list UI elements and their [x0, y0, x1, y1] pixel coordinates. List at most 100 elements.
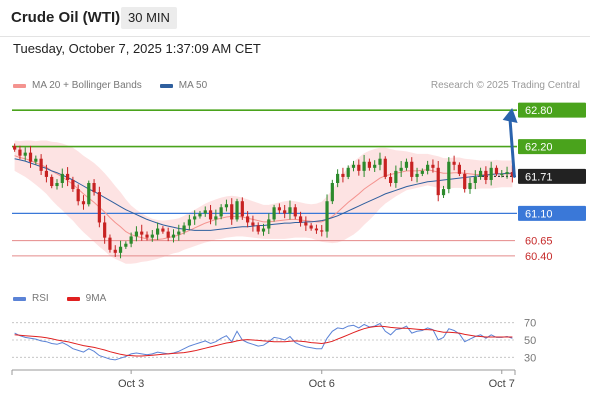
candle-body [251, 222, 255, 226]
forecast-arrow-shaft [508, 117, 516, 178]
level-label-62.80: 62.80 [525, 105, 553, 117]
candle-body [378, 158, 382, 165]
candle-body [325, 201, 329, 232]
rsi-tick-label: 30 [524, 352, 536, 364]
candle-body [187, 219, 191, 226]
candle-body [314, 228, 319, 231]
timestamp: Tuesday, October 7, 2025 1:37:09 AM CET [13, 41, 261, 56]
level-box-62.80 [518, 102, 586, 118]
candle-body [224, 204, 229, 208]
level-label-60.40: 60.40 [525, 251, 553, 263]
candles [13, 143, 514, 259]
candle-body [457, 164, 462, 174]
candle-body [473, 176, 477, 183]
rsi-tick-label: 50 [524, 335, 536, 347]
candle-body [309, 225, 313, 229]
candle-body [60, 173, 64, 183]
candle-body [410, 161, 414, 177]
candle-body [140, 231, 144, 235]
candle-body [71, 179, 75, 190]
bollinger-band [14, 140, 513, 264]
candle-body [500, 173, 504, 175]
rsi-9ma-line [14, 325, 513, 357]
candle-body [362, 161, 366, 171]
legend-rsi: RSI [13, 293, 49, 304]
candle-body [134, 231, 139, 237]
candle-body [50, 176, 54, 187]
legend-label-rsi: RSI [32, 293, 49, 304]
candle-body [394, 170, 398, 183]
legend-swatch-ma20 [13, 83, 26, 88]
candle-body [420, 170, 424, 174]
candle-body [447, 161, 451, 190]
candle-body [336, 173, 340, 183]
candle-body [87, 183, 91, 205]
candle-body [177, 231, 181, 235]
candle-body [436, 167, 440, 196]
candle-body [293, 207, 297, 217]
candle-body [383, 158, 387, 177]
legend-swatch-9ma [66, 296, 80, 301]
level-box-61.71 [518, 168, 586, 184]
candle-body [452, 161, 456, 165]
level-box-61.10 [518, 205, 586, 221]
candle-body [277, 207, 281, 211]
candle-body [510, 172, 514, 177]
candle-body [468, 183, 472, 190]
candle-body [65, 173, 70, 180]
candle-body [44, 170, 49, 177]
candle-body [34, 158, 38, 162]
candle-body [283, 210, 287, 214]
legend-ma20-bollinger: MA 20 + Bollinger Bands [13, 80, 142, 91]
interval-button[interactable]: 30 MIN [121, 7, 177, 29]
candle-body [156, 228, 160, 235]
candle-body [203, 210, 207, 214]
candle-body [145, 234, 149, 238]
candle-body [81, 201, 86, 205]
candle-body [261, 228, 266, 232]
rsi-line [14, 322, 513, 361]
ma20-line [14, 155, 513, 240]
x-tick-label: Oct 3 [118, 378, 144, 390]
candle-body [166, 231, 170, 238]
rsi-legend: RSI 9MA [13, 293, 124, 304]
candle-body [198, 213, 202, 217]
candle-body [230, 204, 234, 220]
candle-body [150, 234, 154, 238]
legend-swatch-rsi [13, 296, 26, 301]
candle-body [23, 152, 27, 156]
x-tick-label: Oct 7 [489, 378, 515, 390]
candle-body [235, 201, 239, 220]
candle-body [214, 216, 218, 220]
candle-body [39, 158, 43, 171]
legend-label-ma50: MA 50 [178, 80, 208, 91]
candle-body [288, 207, 292, 214]
header-bar: Crude Oil (WTI) 30 MIN [0, 0, 590, 37]
candle-body [118, 246, 123, 253]
candle-body [76, 189, 80, 202]
candle-body [489, 167, 493, 180]
candle-body [240, 201, 244, 217]
price-legend: MA 20 + Bollinger Bands MA 50 [13, 80, 225, 91]
legend-ma50: MA 50 [159, 80, 208, 91]
credit-text: Research © 2025 Trading Central [430, 80, 580, 91]
candle-body [161, 228, 165, 232]
candle-body [484, 170, 488, 180]
rsi-tick-label: 70 [524, 318, 536, 330]
legend-swatch-ma50 [159, 83, 173, 88]
candle-body [55, 183, 59, 187]
candle-body [346, 167, 350, 177]
candle-body [441, 189, 446, 196]
candle-body [208, 210, 213, 220]
candle-body [113, 249, 117, 253]
instrument-title: Crude Oil (WTI) [11, 9, 121, 26]
candle-body [304, 222, 308, 226]
level-label-61.10: 61.10 [525, 208, 553, 220]
candle-body [463, 173, 467, 190]
candle-body [431, 164, 435, 168]
candle-body [426, 164, 430, 171]
legend-label-ma20: MA 20 + Bollinger Bands [32, 80, 142, 91]
candle-body [330, 183, 334, 202]
candle-body [478, 170, 483, 177]
candle-body [399, 167, 403, 171]
